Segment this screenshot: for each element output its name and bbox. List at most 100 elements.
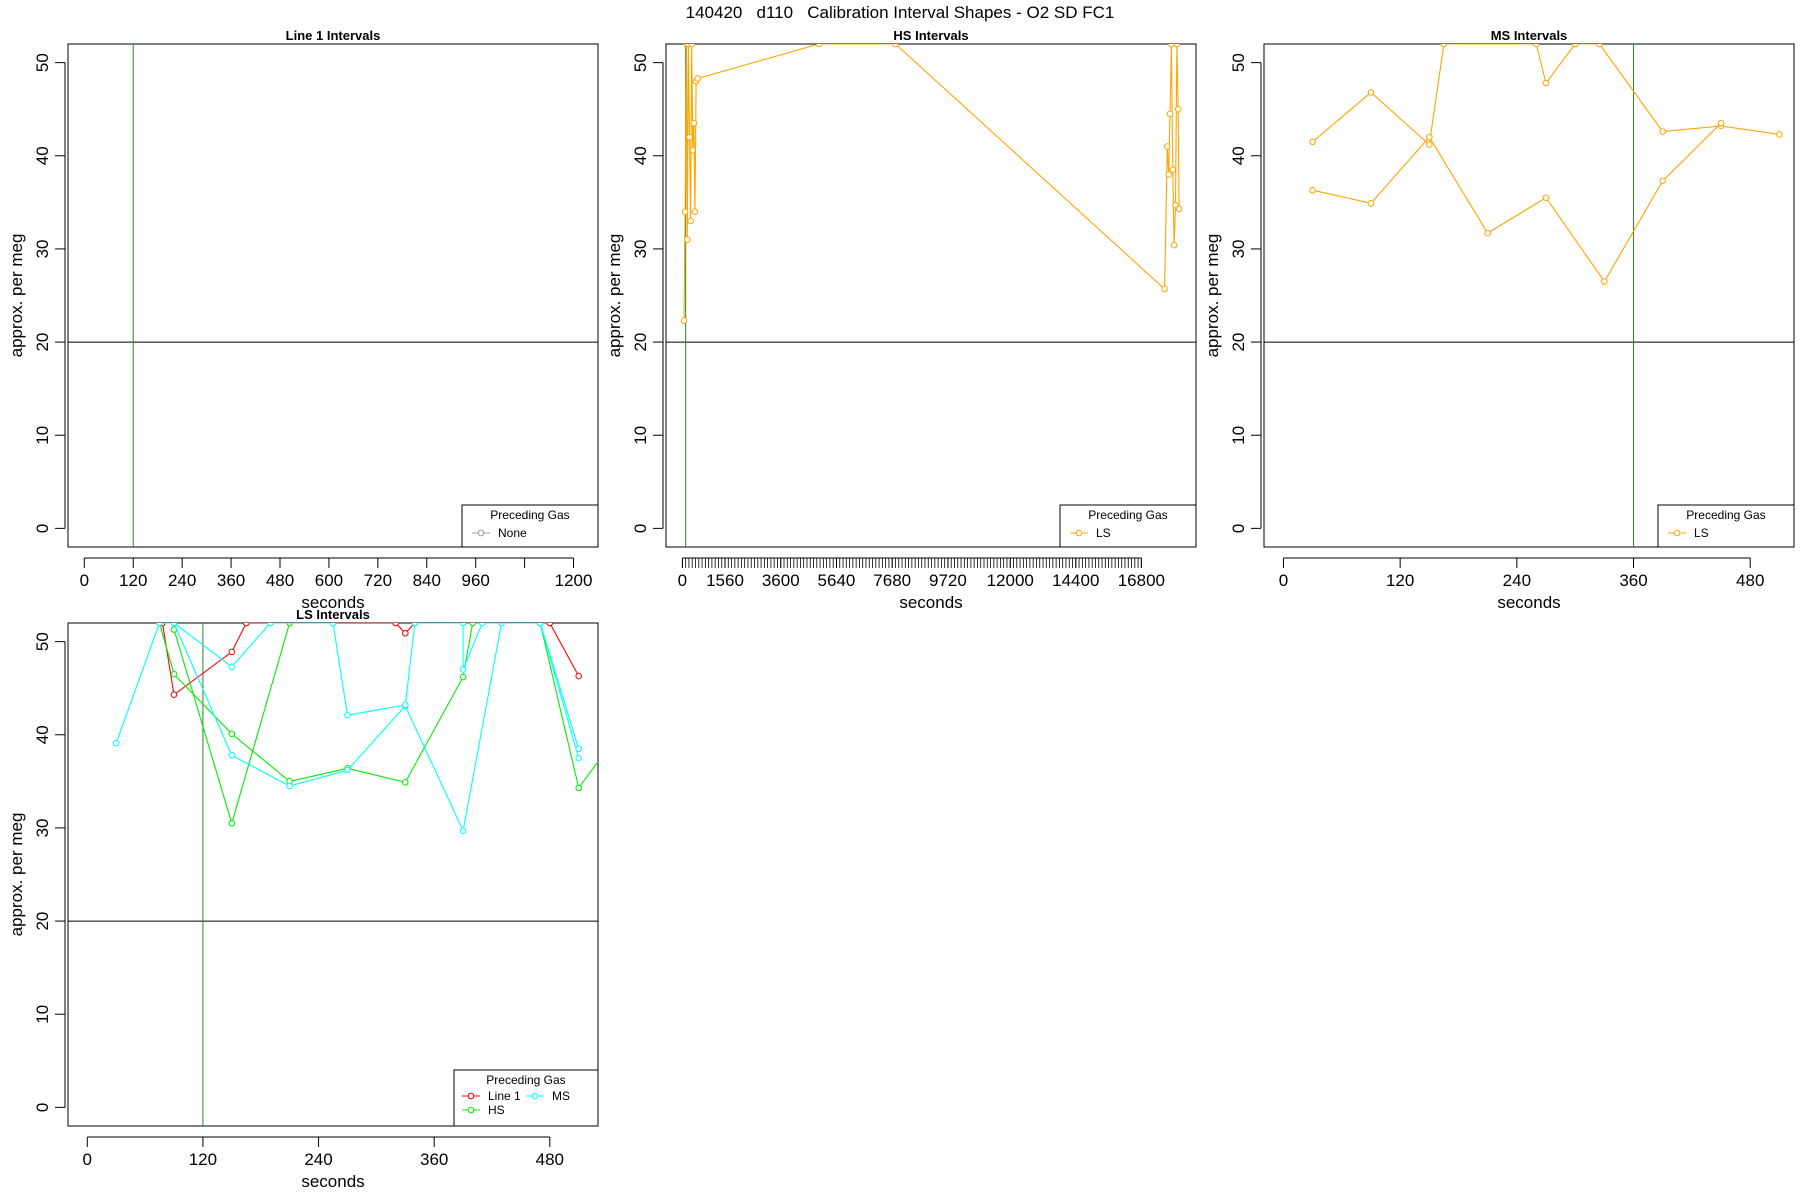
x-tick-label: 480 xyxy=(1736,571,1764,590)
x-tick-label: 0 xyxy=(83,1150,92,1169)
data-point xyxy=(459,827,467,835)
data-point xyxy=(575,784,583,792)
y-tick-label: 10 xyxy=(1229,426,1248,445)
legend-entry-label: LS xyxy=(1694,526,1709,540)
legend-swatch-marker xyxy=(1075,529,1083,537)
y-tick-label: 20 xyxy=(631,333,650,352)
series-line xyxy=(683,44,1180,321)
x-tick-label: 9720 xyxy=(929,571,967,590)
series-LS xyxy=(1309,44,1783,148)
data-point xyxy=(1426,133,1433,141)
legend-box xyxy=(1657,504,1795,548)
x-tick-label: 1560 xyxy=(706,571,744,590)
data-point xyxy=(459,673,467,681)
x-tick-label: 720 xyxy=(364,571,392,590)
x-axis-title: seconds xyxy=(1497,593,1560,612)
x-tick-label: 120 xyxy=(119,571,147,590)
y-tick-label: 30 xyxy=(1229,239,1248,258)
data-point xyxy=(1659,128,1667,135)
data-point xyxy=(815,44,823,48)
legend-box xyxy=(453,1069,599,1127)
x-tick-label: 360 xyxy=(1619,571,1647,590)
legend: Preceding Gas LS xyxy=(1059,504,1197,548)
x-tick-label: 1200 xyxy=(555,571,593,590)
data-point xyxy=(1173,44,1181,48)
data-point xyxy=(459,666,467,673)
data-point xyxy=(401,778,409,786)
data-point xyxy=(1596,44,1603,48)
x-tick-label: 480 xyxy=(536,1150,564,1169)
data-point xyxy=(459,623,467,627)
series-unlabeled xyxy=(1309,119,1725,285)
data-point xyxy=(681,208,689,215)
y-axis-title: approx. per meg xyxy=(7,813,26,937)
data-point xyxy=(1309,138,1316,146)
legend-title: Preceding Gas xyxy=(1686,508,1765,522)
legend-swatch-marker xyxy=(531,1092,539,1100)
data-point xyxy=(686,133,693,141)
series-line xyxy=(173,623,580,749)
data-point xyxy=(170,691,178,699)
data-point xyxy=(575,754,583,762)
data-point xyxy=(1164,143,1171,150)
data-point xyxy=(688,44,695,48)
data-point xyxy=(1776,131,1783,138)
series-line xyxy=(115,623,580,833)
panel-title: HS Intervals xyxy=(893,28,968,43)
x-tick-label: 840 xyxy=(413,571,441,590)
y-tick-label: 50 xyxy=(631,53,650,72)
y-tick-label: 30 xyxy=(631,239,650,258)
data-point xyxy=(1542,194,1550,201)
data-point xyxy=(1571,44,1579,48)
data-point xyxy=(228,819,236,827)
legend: Preceding Gas Line 1HS MS xyxy=(453,1069,599,1127)
panel-4: LS Intervals 0 120 240 360 480 seconds 0 10 20 30 4… xyxy=(7,607,599,1191)
x-tick-label: 360 xyxy=(217,571,245,590)
data-point xyxy=(684,236,691,243)
data-point xyxy=(1426,141,1433,148)
legend-swatch-marker xyxy=(467,1106,475,1114)
data-point xyxy=(267,623,274,627)
data-point xyxy=(575,672,583,680)
legend-entry-label: MS xyxy=(552,1089,570,1103)
legend-entry-label: Line 1 xyxy=(488,1089,521,1103)
y-tick-label: 50 xyxy=(33,632,52,651)
data-point xyxy=(687,217,694,225)
data-point xyxy=(242,623,250,627)
figure-title: 140420 d110 Calibration Interval Shapes … xyxy=(686,3,1115,22)
series-MS xyxy=(112,623,583,835)
data-point xyxy=(1367,199,1375,207)
panel-2: HS Intervals 0 1560 3600 5640 7680 9720 12000 14… xyxy=(605,28,1197,612)
data-point xyxy=(170,670,178,678)
data-point xyxy=(112,739,120,747)
panel-title: MS Intervals xyxy=(1491,28,1568,43)
data-point xyxy=(575,745,583,753)
y-axis-title: approx. per meg xyxy=(605,234,624,358)
data-point xyxy=(411,623,419,627)
data-point xyxy=(1174,105,1182,113)
legend-box xyxy=(461,504,599,548)
x-tick-label: 240 xyxy=(304,1150,332,1169)
x-tick-label: 120 xyxy=(1386,571,1414,590)
y-axis-title: approx. per meg xyxy=(1203,234,1222,358)
data-point xyxy=(690,119,698,127)
series-line xyxy=(1312,122,1722,283)
data-point xyxy=(344,766,351,774)
data-point xyxy=(1532,44,1540,48)
y-tick-label: 0 xyxy=(33,1103,52,1112)
x-tick-label: 14400 xyxy=(1052,571,1099,590)
y-tick-label: 20 xyxy=(33,333,52,352)
legend-title: Preceding Gas xyxy=(490,508,569,522)
series-Line 1 xyxy=(159,623,583,699)
y-tick-label: 40 xyxy=(1229,146,1248,165)
x-tick-label: 0 xyxy=(678,571,687,590)
series-LS xyxy=(680,44,1183,324)
x-axis-title: seconds xyxy=(899,593,962,612)
data-point xyxy=(694,75,701,82)
data-point xyxy=(344,711,351,719)
y-tick-label: 30 xyxy=(33,239,52,258)
data-point xyxy=(1367,89,1375,96)
legend-entry-label: None xyxy=(498,526,527,540)
panel-1: Line 1 Intervals 0 120 240 360 480 600 720 840 96… xyxy=(7,28,599,612)
